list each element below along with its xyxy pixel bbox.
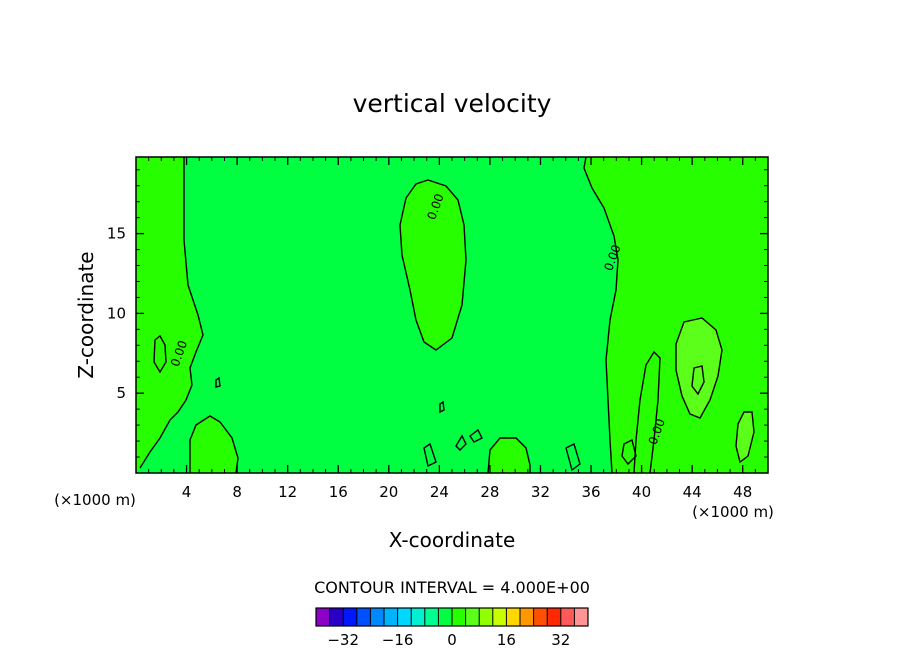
y-tick-label: 10 xyxy=(107,304,126,322)
x-axis-label: X-coordinate xyxy=(389,528,516,552)
contour-small-6 xyxy=(423,442,437,468)
contour-right-updraft xyxy=(675,317,723,419)
contour-small-7 xyxy=(565,443,581,472)
x-tick-label: 40 xyxy=(632,483,651,501)
colorbar-swatch xyxy=(533,608,548,626)
colorbar: −32 −16 0 16 32 xyxy=(315,607,589,649)
colorbar-swatch xyxy=(547,608,562,626)
colorbar-swatch xyxy=(329,608,344,626)
contour-center-bottom xyxy=(487,437,531,473)
colorbar-frame xyxy=(315,607,589,627)
x-tick-label: 4 xyxy=(182,483,192,501)
colorbar-tick-label: 32 xyxy=(551,631,570,649)
colorbar-swatch xyxy=(492,608,507,626)
x-tick-label: 32 xyxy=(531,483,550,501)
field-left-column xyxy=(136,157,203,473)
y-axis: 5 10 15 xyxy=(107,169,768,458)
colorbar-swatch xyxy=(397,608,412,626)
colorbar-tick-label: 0 xyxy=(447,631,457,649)
contour-small-4 xyxy=(469,428,483,443)
x-tick-label: 20 xyxy=(379,483,398,501)
chart-title: vertical velocity xyxy=(353,89,552,118)
colorbar-swatch xyxy=(343,608,358,626)
colorbar-swatch xyxy=(452,608,466,626)
colorbar-swatch xyxy=(356,608,371,626)
contour-right xyxy=(583,157,619,473)
contour-left xyxy=(139,157,204,469)
x-tick-label: 44 xyxy=(683,483,702,501)
colorbar-swatch xyxy=(316,608,330,626)
x-tick-label: 12 xyxy=(278,483,297,501)
y-tick-label: 15 xyxy=(107,225,126,243)
contour-small-3 xyxy=(455,434,467,451)
colorbar-swatch xyxy=(411,608,426,626)
contour-center xyxy=(399,179,467,351)
colorbar-tick-label: −16 xyxy=(382,631,414,649)
field-left-small-cell xyxy=(154,336,166,372)
contour-right-bottom xyxy=(735,411,755,464)
colorbar-swatch xyxy=(370,608,385,626)
colorbar-tick-label: −32 xyxy=(327,631,359,649)
colorbar-swatch xyxy=(520,608,534,626)
contour-small-1 xyxy=(439,400,445,414)
y-axis-label: Z-coordinate xyxy=(74,251,98,378)
x-tick-label: 48 xyxy=(733,483,752,501)
field-center-cell xyxy=(400,180,466,350)
y-tick-label: 5 xyxy=(116,384,126,402)
x-axis: 4 8 12 16 20 24 28 32 36 40 44 48 xyxy=(148,157,756,501)
field-center-bottom-cell xyxy=(488,438,530,473)
x-tick-label: 16 xyxy=(329,483,348,501)
field-right-updraft xyxy=(676,318,722,418)
x-unit-left: (×1000 m) xyxy=(54,491,136,509)
colorbar-tick-label: 16 xyxy=(497,631,516,649)
colorbar-swatch xyxy=(465,608,480,626)
x-unit-right: (×1000 m) xyxy=(692,503,774,521)
colorbar-swatch xyxy=(424,608,439,626)
x-tick-label: 28 xyxy=(480,483,499,501)
contour-right-lower xyxy=(633,350,661,473)
x-tick-label: 24 xyxy=(430,483,449,501)
contour-small-5 xyxy=(621,438,637,466)
x-tick-label: 36 xyxy=(581,483,600,501)
field-right-column xyxy=(584,157,768,473)
contour-interval-text: CONTOUR INTERVAL = 4.000E+00 xyxy=(314,578,590,597)
contour-right-core xyxy=(691,365,705,396)
contour-left-bottom xyxy=(189,415,239,473)
contour-left-small xyxy=(153,334,167,374)
colorbar-swatch xyxy=(479,608,494,626)
colorbar-swatch xyxy=(506,608,521,626)
colorbar-swatch xyxy=(574,608,589,626)
x-tick-label: 8 xyxy=(232,483,242,501)
contour-small-2 xyxy=(215,376,221,388)
colorbar-swatch xyxy=(560,608,575,626)
contour-lines xyxy=(139,157,755,473)
colorbar-swatch xyxy=(384,608,398,626)
colorbar-swatch xyxy=(438,608,453,626)
plot-area: 0.000.000.000.00 4 8 12 16 20 24 28 32 36 40 44 48 … xyxy=(107,156,769,501)
